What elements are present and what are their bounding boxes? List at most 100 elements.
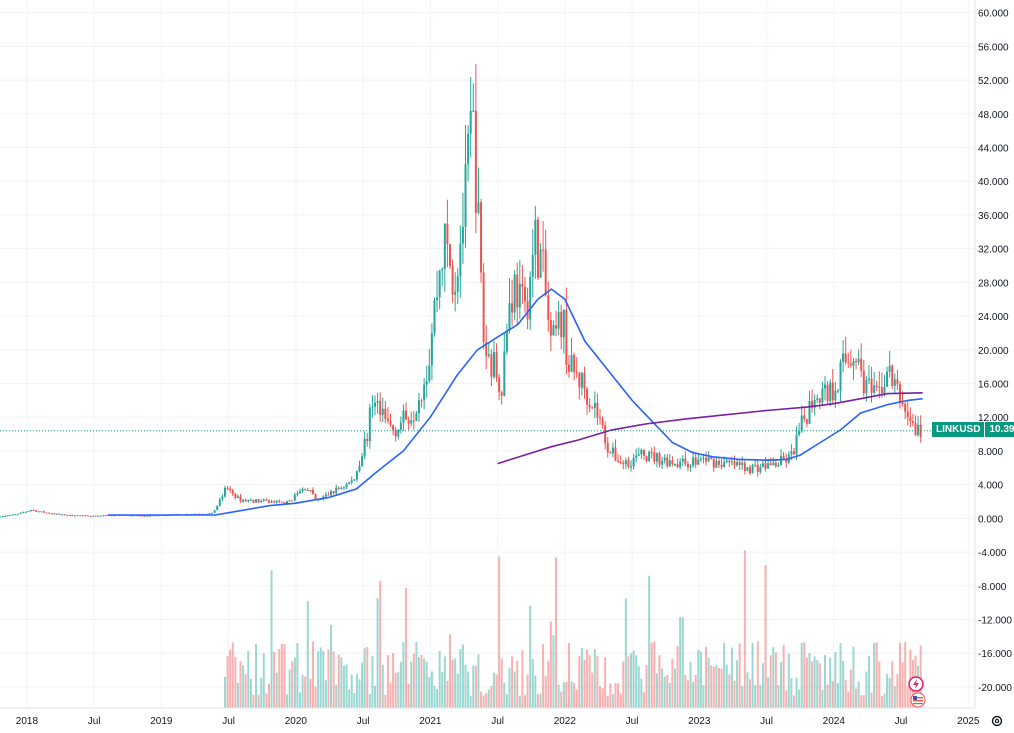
- volume-bar: [609, 683, 612, 708]
- volume-bar: [855, 688, 858, 708]
- volume-bar: [340, 657, 343, 708]
- candle-body: [208, 513, 211, 515]
- volume-bar: [893, 686, 896, 708]
- candle-body: [591, 407, 594, 409]
- candle-body: [353, 479, 356, 481]
- volume-bar: [627, 656, 630, 708]
- candle-body: [19, 512, 22, 514]
- y-tick-label: 12.000: [978, 413, 1009, 424]
- volume-bar: [392, 653, 395, 708]
- volume-bar: [588, 655, 591, 708]
- candle-body: [247, 500, 250, 502]
- volume-bar: [386, 655, 389, 708]
- candle-body: [430, 333, 433, 366]
- volume-bar: [565, 681, 568, 708]
- y-tick-label: -16.000: [978, 649, 1012, 660]
- candle-body: [498, 377, 501, 393]
- candle-body: [485, 342, 488, 356]
- candle-body: [624, 460, 627, 465]
- candle-body: [513, 274, 516, 313]
- volume-bar: [648, 575, 651, 708]
- volume-bar: [239, 661, 242, 708]
- candle-body: [392, 425, 395, 431]
- candle-body: [149, 515, 151, 517]
- volume-bar: [642, 692, 645, 708]
- candle-body: [350, 480, 353, 483]
- volume-bar: [505, 694, 508, 708]
- candle-body: [464, 164, 467, 227]
- volume-bar: [681, 617, 684, 708]
- candle-body: [500, 392, 503, 396]
- volume-bar: [335, 684, 338, 708]
- candle-body: [32, 510, 35, 512]
- candle-body: [451, 266, 454, 295]
- volume-bar: [255, 643, 258, 708]
- volume-bar: [674, 668, 676, 708]
- y-tick-label: 44.000: [978, 144, 1009, 155]
- candle-body: [30, 510, 33, 512]
- volume-bar: [257, 695, 260, 708]
- candle-body: [857, 358, 860, 362]
- volume-bar: [764, 565, 767, 708]
- volume-bar: [899, 643, 901, 708]
- candle-body: [469, 110, 472, 134]
- volume-bar: [249, 679, 252, 708]
- volume-bar: [330, 624, 333, 708]
- volume-bar: [314, 686, 317, 708]
- x-tick-label: 2023: [688, 716, 711, 727]
- settings-gear-icon[interactable]: [990, 714, 1006, 730]
- candle-body: [443, 223, 446, 269]
- volume-bar: [596, 656, 599, 708]
- candle-body: [296, 493, 299, 495]
- candle-body: [544, 249, 547, 296]
- candle-body: [720, 464, 723, 468]
- candle-body: [826, 384, 829, 402]
- candle-body: [242, 499, 245, 502]
- volume-bar: [712, 666, 715, 708]
- volume-bar: [896, 674, 899, 708]
- candle-body: [283, 502, 286, 505]
- candle-body: [213, 510, 216, 513]
- volume-bar: [524, 695, 526, 708]
- lightning-badge-icon[interactable]: [908, 676, 924, 692]
- candle-body: [764, 463, 767, 469]
- candle-body: [273, 501, 276, 503]
- candle-body: [919, 424, 922, 438]
- candle-body: [363, 438, 366, 457]
- volume-bar: [500, 658, 503, 708]
- volume-bar: [252, 694, 255, 708]
- candle-body: [45, 512, 48, 514]
- candle-body: [342, 487, 345, 489]
- candle-body: [640, 449, 643, 455]
- volume-bar: [834, 652, 837, 708]
- candle-body: [578, 372, 581, 388]
- y-tick-label: 40.000: [978, 177, 1009, 188]
- volume-bar: [291, 661, 294, 708]
- candle-body: [412, 420, 415, 422]
- volume-bar: [811, 661, 814, 708]
- candle-body: [366, 438, 369, 442]
- candle-body: [567, 364, 570, 372]
- volume-bar: [511, 656, 514, 708]
- volume-bar: [464, 664, 467, 708]
- us-flag-badge-icon[interactable]: [910, 692, 926, 708]
- volume-bar: [399, 661, 402, 708]
- volume-bar: [852, 646, 855, 708]
- volume-bar: [526, 674, 529, 708]
- candle-body: [599, 417, 601, 419]
- candle-body: [769, 463, 772, 466]
- candle-body: [278, 500, 281, 502]
- candle-body: [761, 463, 764, 468]
- candle-body: [891, 365, 894, 386]
- candle-body: [381, 408, 384, 415]
- candle-body: [870, 378, 873, 393]
- candle-body: [738, 462, 741, 465]
- candle-body: [875, 385, 878, 387]
- candle-body: [291, 500, 294, 502]
- volume-bar: [635, 655, 638, 708]
- volume-bar: [492, 672, 495, 708]
- candle-body: [42, 511, 45, 513]
- candle-body: [792, 451, 795, 455]
